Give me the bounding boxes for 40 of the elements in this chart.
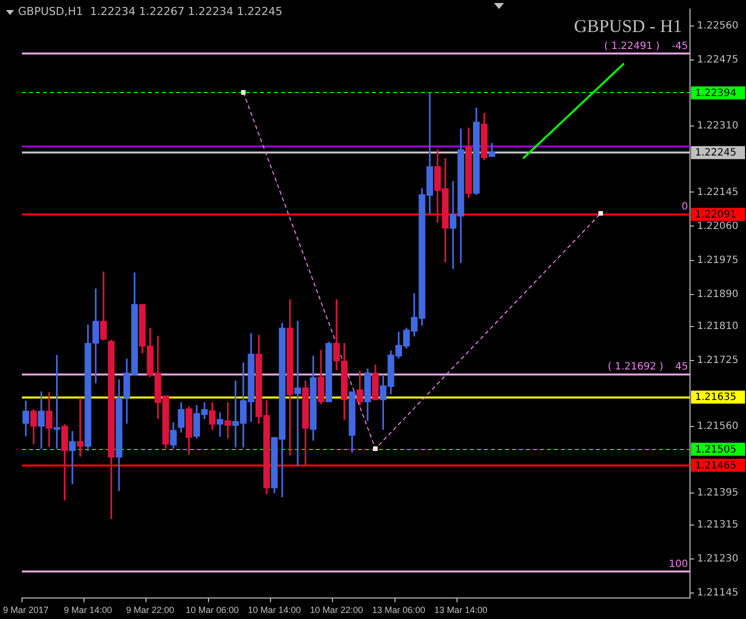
x-tick-label: 9 Mar 14:00 — [64, 605, 112, 616]
y-tick-label: 1.22475 — [697, 54, 738, 66]
y-tick-label: 1.21725 — [697, 355, 738, 366]
x-tick-label: 9 Mar 22:00 — [126, 605, 174, 616]
annotation: 100 — [668, 558, 688, 570]
chart-subtitle: GBPUSD,H1 1.22234 1.22267 1.22234 1.22245 — [18, 5, 282, 18]
annotation: 0 — [682, 201, 688, 212]
y-tick-label: 1.21890 — [697, 288, 738, 300]
ref-line-label: 1.21635 — [695, 392, 736, 404]
ref-line-label: 1.21505 — [695, 444, 736, 456]
point — [598, 211, 603, 216]
x-tick-label: 9 Mar 2017 — [3, 605, 49, 616]
x-tick-label: 10 Mar 14:00 — [248, 605, 301, 616]
y-tick-label: 1.22145 — [697, 186, 738, 198]
annotation: -45 — [672, 41, 688, 52]
y-tick-label: 1.22560 — [697, 20, 738, 32]
annotation: ( 1.21692 ) — [608, 361, 664, 372]
annotation: ( 1.22491 ) — [604, 41, 660, 52]
annotation: 45 — [675, 361, 688, 372]
y-tick-label: 1.21230 — [697, 554, 738, 565]
point — [241, 90, 246, 95]
ref-line-label: 1.21465 — [695, 460, 736, 472]
y-tick-label: 1.22310 — [697, 120, 738, 132]
x-tick-label: 13 Mar 06:00 — [372, 605, 426, 616]
y-tick-label: 1.21315 — [697, 519, 738, 530]
x-tick-label: 13 Mar 14:00 — [434, 605, 488, 616]
point — [373, 446, 378, 451]
ref-line-label: 1.22394 — [695, 88, 736, 99]
ref-line-label: 1.22245 — [695, 148, 736, 159]
y-tick-label: 1.21560 — [697, 421, 738, 432]
x-tick-label: 10 Mar 06:00 — [186, 605, 239, 616]
y-tick-label: 1.21145 — [697, 588, 738, 599]
chart-title: GBPUSD - H1 — [574, 16, 682, 37]
ref-line-label: 1.22091 — [695, 209, 736, 220]
x-tick-label: 10 Mar 22:00 — [310, 605, 364, 616]
y-tick-label: 1.21810 — [697, 321, 738, 332]
y-tick-label: 1.22060 — [697, 220, 738, 232]
y-tick-label: 1.21975 — [697, 254, 738, 266]
y-tick-label: 1.21395 — [697, 487, 738, 498]
candlestick — [216, 412, 224, 437]
